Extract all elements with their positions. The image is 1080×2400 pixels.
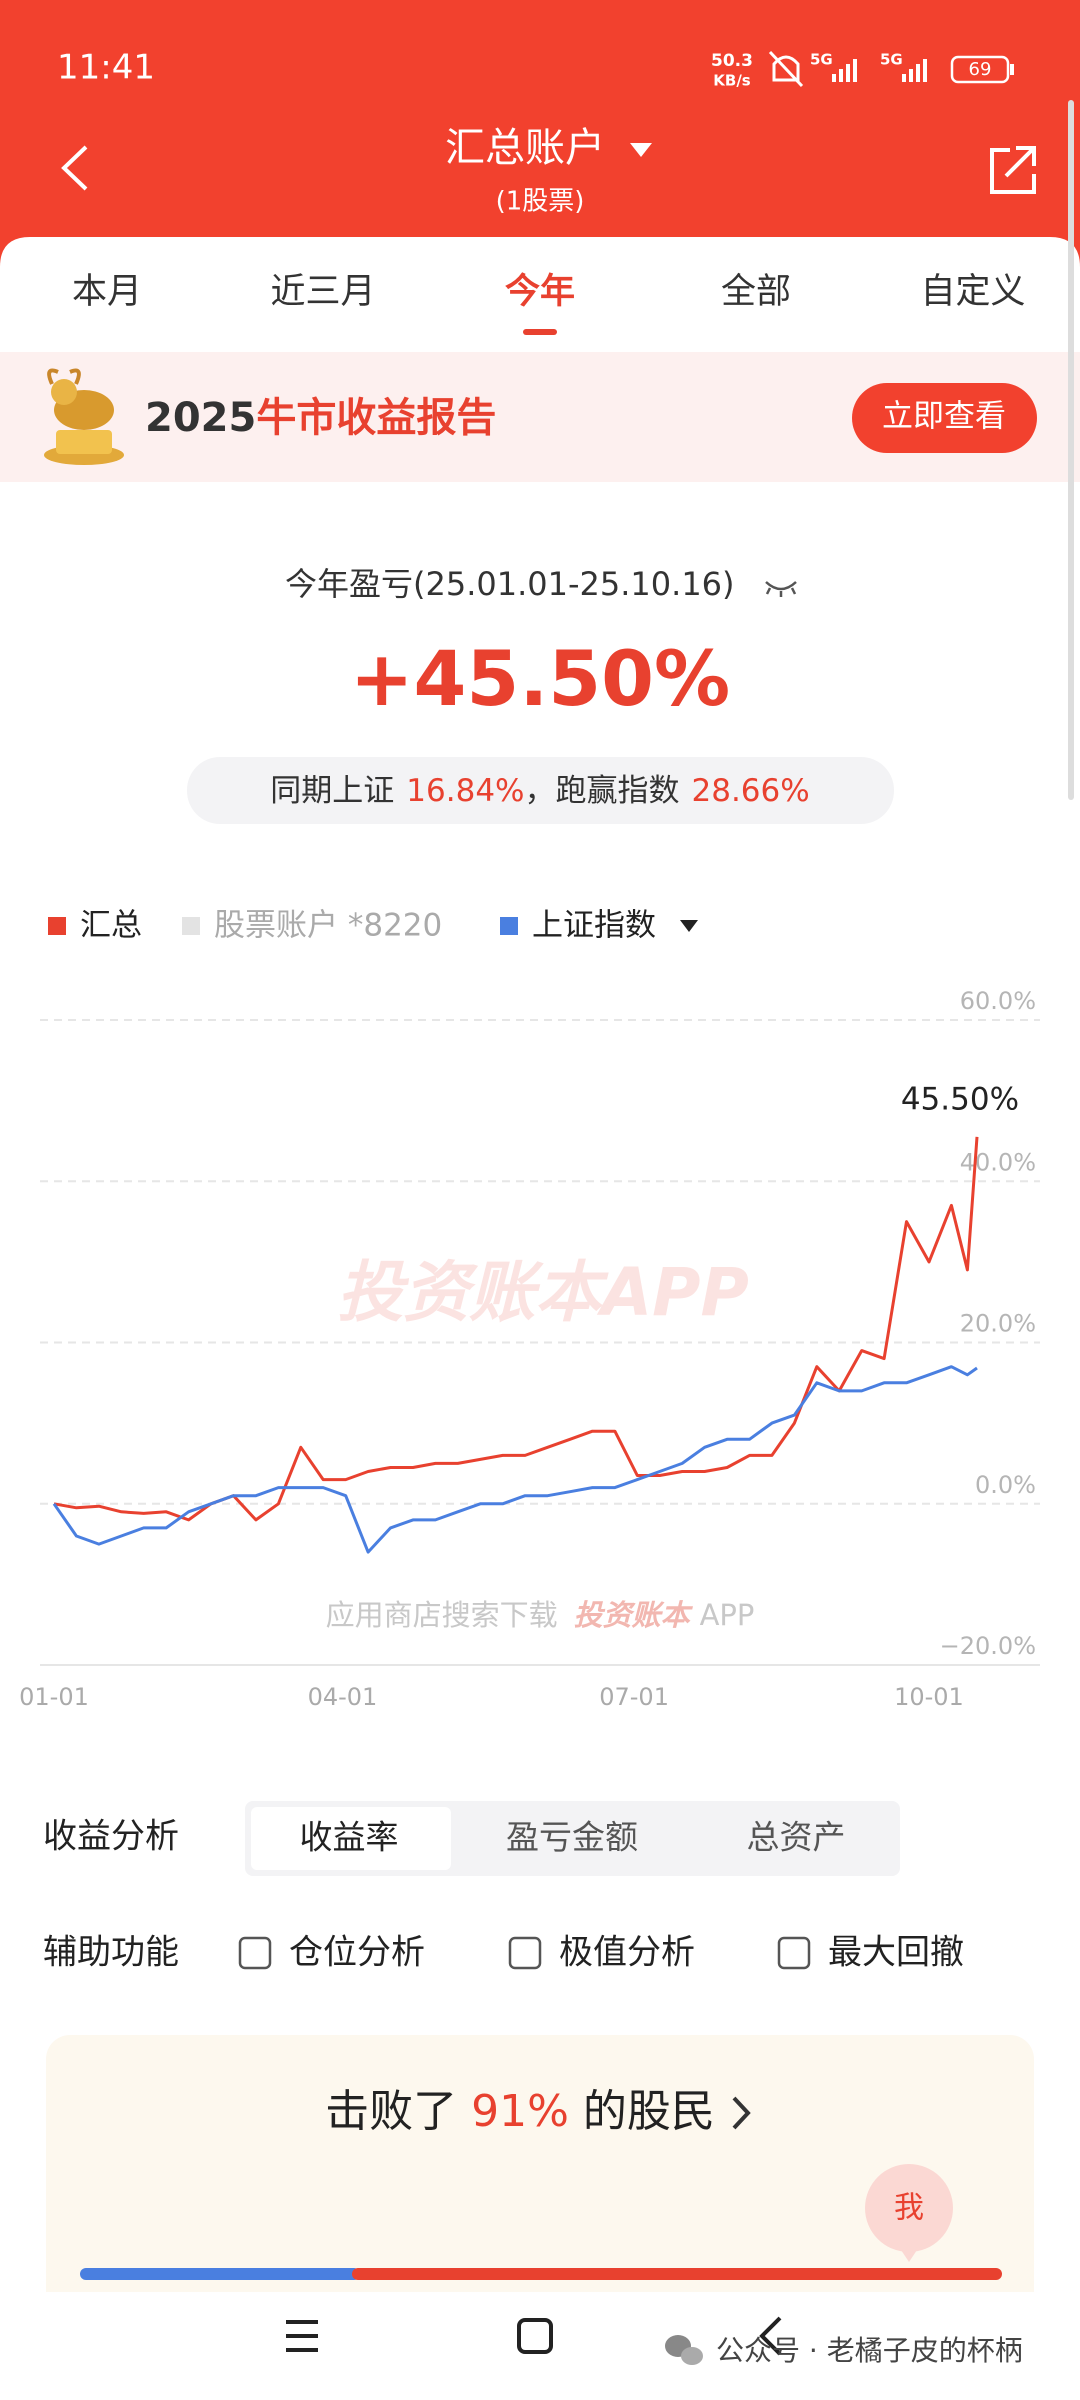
tools-label: 辅助功能 <box>43 1933 179 1973</box>
watermark: 投资账本APP <box>337 1254 749 1331</box>
y-tick-label: 20.0% <box>960 1310 1036 1338</box>
y-tick-label: 0.0% <box>975 1471 1036 1499</box>
tab-bar: 本月 近三月 今年 全部 自定义 <box>72 272 1026 335</box>
watermark-hint: 应用商店搜索下载 投资账本 APP <box>326 1598 755 1632</box>
hide-toggle[interactable] <box>765 581 797 597</box>
analysis-options: 收益率 盈亏金额 总资产 <box>251 1807 846 1870</box>
legend-swatch <box>182 917 200 935</box>
net-speed-unit: KB/s <box>713 72 751 90</box>
bull-icon <box>44 368 124 465</box>
scrollbar <box>1068 100 1074 800</box>
segment-option[interactable]: 收益率 <box>300 1818 399 1857</box>
banner-text: 牛市收益报告 <box>256 395 496 441</box>
title-dropdown[interactable] <box>630 143 652 157</box>
chart: 投资账本APP 应用商店搜索下载 投资账本 APP −20.0%0.0%20.0%4… <box>19 908 1040 1711</box>
index-return: 16.84% <box>406 773 524 809</box>
watermark-brand: 投资账本 <box>574 1598 694 1632</box>
summary-label: 今年盈亏(25.01.01-25.10.16) <box>285 565 735 603</box>
checkbox-label[interactable]: 仓位分析 <box>289 1933 425 1973</box>
wechat-icon <box>665 2335 703 2365</box>
nav-home[interactable] <box>517 2318 553 2354</box>
tab[interactable]: 全部 <box>721 272 791 312</box>
x-tick-label: 10-01 <box>894 1683 964 1711</box>
compare-mid: ，跑赢指数 <box>525 773 680 809</box>
legend-label[interactable]: 上证指数 <box>532 908 656 944</box>
signal-icon <box>902 59 927 82</box>
checkbox[interactable] <box>777 1936 811 1970</box>
watermark-app: APP <box>700 1598 755 1632</box>
rank-prefix: 击败了 <box>325 2086 457 2137</box>
rank-text[interactable]: 击败了 91% 的股民 <box>325 2086 715 2137</box>
compare-prefix: 同期上证 <box>270 773 394 809</box>
status-time: 11:41 <box>57 48 155 88</box>
checkbox[interactable] <box>238 1936 272 1970</box>
banner-title: 2025牛市收益报告 <box>145 395 496 441</box>
tab[interactable]: 自定义 <box>920 272 1025 312</box>
nav-bar <box>0 2292 1080 2400</box>
rank-bar-high <box>352 2268 1002 2280</box>
tab[interactable]: 近三月 <box>270 272 375 312</box>
segment-selected <box>251 1807 451 1870</box>
legend-label[interactable]: 汇总 <box>80 908 142 944</box>
legend-swatch <box>500 917 518 935</box>
checkbox[interactable] <box>508 1936 542 1970</box>
me-label: 我 <box>894 2191 924 2226</box>
series-line <box>52 1365 978 1554</box>
tab[interactable]: 今年 <box>505 272 575 312</box>
footer-watermark: 公众号 · 老橘子皮的杯柄 <box>716 2334 1023 2367</box>
analysis-label: 收益分析 <box>43 1817 179 1857</box>
watermark-hint-text: 应用商店搜索下载 <box>326 1598 558 1632</box>
signal-icon <box>832 59 857 82</box>
excess-return: 28.66% <box>692 773 810 809</box>
y-tick-label: 60.0% <box>960 987 1036 1015</box>
segment-option[interactable]: 总资产 <box>747 1818 846 1857</box>
rank-chevron <box>732 2096 751 2130</box>
tab-indicator <box>523 329 557 335</box>
checkbox-label[interactable]: 最大回撤 <box>828 1933 964 1973</box>
rank-suffix: 的股民 <box>583 2086 715 2137</box>
x-tick-label: 01-01 <box>19 1683 89 1711</box>
compare-pill <box>187 757 894 824</box>
banner-button[interactable] <box>852 383 1037 453</box>
legend-label[interactable]: 股票账户 *8220 <box>214 908 442 944</box>
y-tick-label: 40.0% <box>960 1148 1036 1176</box>
rank-percent: 91% <box>471 2086 569 2137</box>
rank-bar-low <box>80 2268 360 2280</box>
mute-icon <box>768 50 804 88</box>
end-label: 45.50% <box>901 1081 1019 1117</box>
net-speed: 50.3 <box>711 51 753 71</box>
page-subtitle: (1股票) <box>496 187 585 217</box>
legend-swatch <box>48 917 66 935</box>
x-tick-label: 04-01 <box>308 1683 378 1711</box>
legend-dropdown[interactable] <box>680 920 698 932</box>
checkbox-label[interactable]: 极值分析 <box>559 1933 695 1973</box>
nav-menu[interactable] <box>286 2320 318 2352</box>
network-label: 5G <box>880 51 903 69</box>
tab[interactable]: 本月 <box>72 272 142 312</box>
banner-button-label[interactable]: 立即查看 <box>882 399 1006 435</box>
battery-tip <box>1010 64 1014 75</box>
me-pointer <box>901 2250 917 2262</box>
compare-text: 同期上证 16.84%，跑赢指数 28.66% <box>270 773 809 809</box>
me-bubble <box>865 2164 953 2252</box>
summary-value: +45.50% <box>350 634 730 723</box>
network-label: 5G <box>810 51 833 69</box>
y-tick-label: −20.0% <box>940 1632 1036 1660</box>
page-title[interactable]: 汇总账户 <box>445 125 605 171</box>
tool-options: 仓位分析 极值分析 最大回撤 <box>238 1933 964 1973</box>
nav-back[interactable] <box>759 2316 782 2356</box>
x-tick-label: 07-01 <box>599 1683 669 1711</box>
battery-icon <box>950 55 1010 84</box>
back-button[interactable] <box>61 145 88 191</box>
battery-level: 69 <box>969 59 992 80</box>
segment-option[interactable]: 盈亏金额 <box>506 1818 638 1857</box>
share-button[interactable] <box>990 146 1036 194</box>
banner-year: 2025 <box>145 395 256 441</box>
